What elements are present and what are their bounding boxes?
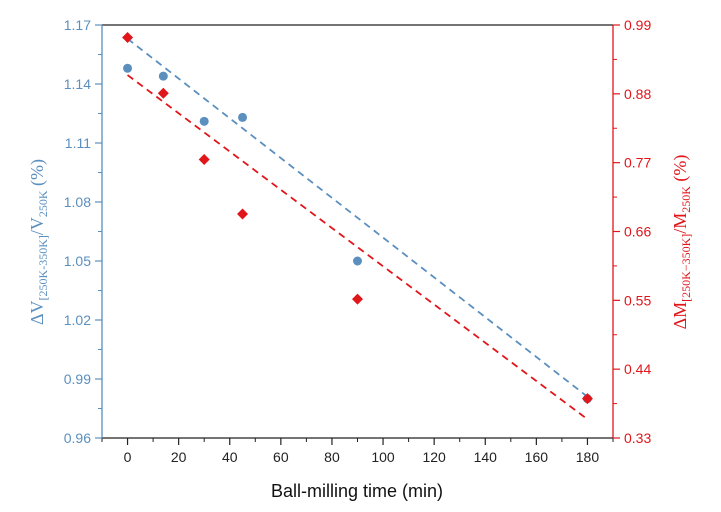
data-point-circle: [158, 71, 168, 81]
x-tick-label: 100: [371, 449, 395, 465]
data-point-circle: [123, 63, 133, 73]
x-tick-label: 40: [222, 449, 238, 465]
x-axis-label: Ball-milling time (min): [271, 481, 443, 501]
y-left-tick-label: 1.02: [64, 312, 91, 328]
y-left-tick-label: 1.17: [64, 17, 91, 33]
data-point-diamond: [122, 32, 134, 44]
y-right-tick-label: 0.66: [624, 224, 651, 240]
y-left-tick-label: 1.14: [64, 76, 91, 92]
y-left-tick-label: 0.99: [64, 371, 91, 387]
y-right-tick-label: 0.88: [624, 86, 651, 102]
x-tick-label: 140: [474, 449, 498, 465]
fit-line-left: [126, 38, 589, 398]
x-tick-label: 160: [525, 449, 549, 465]
y-axis-right-label: ΔM[250K−350K]/M250K (%): [670, 155, 693, 330]
data-point-diamond: [581, 393, 593, 405]
x-axis: 0 20 40 60 80 100 120 140 160 180: [101, 438, 614, 465]
y-left-tick-label: 0.96: [64, 430, 91, 446]
plot-frame: [101, 24, 614, 439]
x-tick-label: 80: [324, 449, 340, 465]
data-point-diamond: [352, 293, 363, 305]
y-left-tick-label: 1.08: [64, 194, 91, 210]
data-point-diamond: [157, 87, 169, 99]
data-point-circle: [353, 256, 362, 266]
data-points: [122, 32, 593, 405]
y-axis-left-label: ΔV[250K-350K]/V250K (%): [27, 159, 50, 325]
data-point-circle: [199, 116, 209, 126]
data-point-circle: [238, 112, 248, 122]
fit-lines: [126, 38, 589, 420]
x-tick-label: 180: [576, 449, 600, 465]
fit-line-right: [127, 74, 588, 420]
x-tick-label: 120: [422, 449, 446, 465]
y-right-tick-label: 0.33: [624, 430, 651, 446]
y-axis-left: 0.96 0.99 1.02 1.05 1.08 1.11 1.14 1.17: [64, 17, 102, 446]
y-axis-right: 0.33 0.44 0.55 0.66 0.77 0.88 0.99: [613, 17, 651, 446]
data-point-diamond: [198, 154, 210, 166]
y-right-tick-label: 0.55: [624, 292, 651, 308]
data-point-diamond: [237, 208, 249, 220]
x-tick-label: 20: [171, 449, 187, 465]
x-tick-label: 60: [273, 449, 289, 465]
y-right-tick-label: 0.44: [624, 361, 651, 377]
x-tick-label: 0: [124, 449, 132, 465]
y-left-tick-label: 1.05: [64, 253, 91, 269]
y-left-tick-label: 1.11: [65, 135, 91, 151]
y-right-tick-label: 0.77: [624, 155, 651, 171]
y-right-tick-label: 0.99: [624, 17, 651, 33]
